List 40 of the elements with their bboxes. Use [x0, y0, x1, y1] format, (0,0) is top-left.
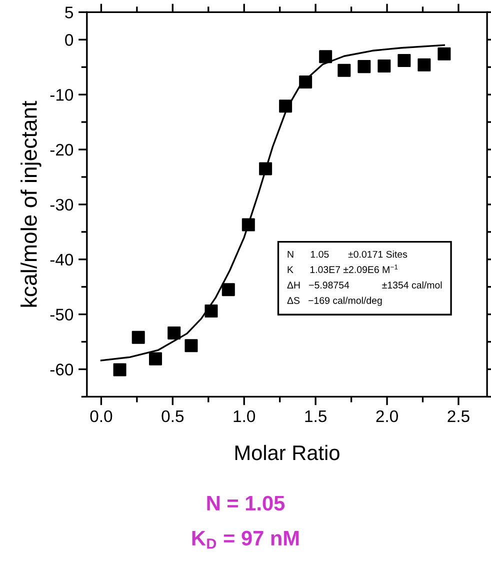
text: N = 1.05: [207, 496, 285, 511]
point: [149, 352, 162, 366]
y-tick-label: 0: [65, 34, 74, 46]
point: [418, 58, 431, 72]
text: K$_{D}$ = 97 nM: [192, 530, 299, 549]
annotation: N 1.05 ±0.0171 Sites: [288, 250, 408, 258]
x-tick-label: 1.0: [234, 410, 256, 422]
point: [168, 326, 181, 340]
point: [222, 283, 235, 296]
y-axis-title: kcal/mole of injectant: [20, 100, 42, 307]
point: [259, 162, 272, 176]
x-tick-label: 0.5: [162, 410, 184, 422]
point: [319, 50, 332, 64]
point: [438, 47, 451, 60]
point: [398, 54, 411, 68]
annotation: ΔS −169 cal/mol/deg: [287, 296, 382, 306]
point: [378, 60, 391, 73]
point: [299, 75, 312, 88]
point: [204, 304, 218, 318]
point: [279, 100, 292, 113]
point: [132, 330, 145, 344]
annotation: ΔH −5.98754 ±1354 cal/mol: [287, 281, 442, 289]
point: [113, 363, 126, 376]
y-tick-label: -50: [50, 308, 74, 321]
point: [338, 64, 351, 77]
point: [242, 218, 255, 232]
x-tick-label: 0.0: [90, 410, 112, 422]
y-tick-label: -60: [50, 364, 74, 376]
annotation: K 1.03E7 ±2.09E6 M$^{−1}$: [288, 264, 398, 274]
x-axis-title: Molar Ratio: [235, 444, 340, 460]
x-tick-label: 2.0: [376, 410, 398, 422]
y-tick-label: 5: [65, 6, 74, 18]
point: [358, 60, 371, 74]
y-tick-label: -40: [50, 254, 74, 266]
y-tick-label: -20: [50, 144, 74, 156]
point: [184, 339, 198, 352]
x-tick-label: 1.5: [305, 410, 326, 422]
x-tick-label: 2.5: [448, 410, 470, 422]
y-tick-label: -10: [50, 88, 74, 101]
y-tick-label: -30: [50, 198, 74, 211]
